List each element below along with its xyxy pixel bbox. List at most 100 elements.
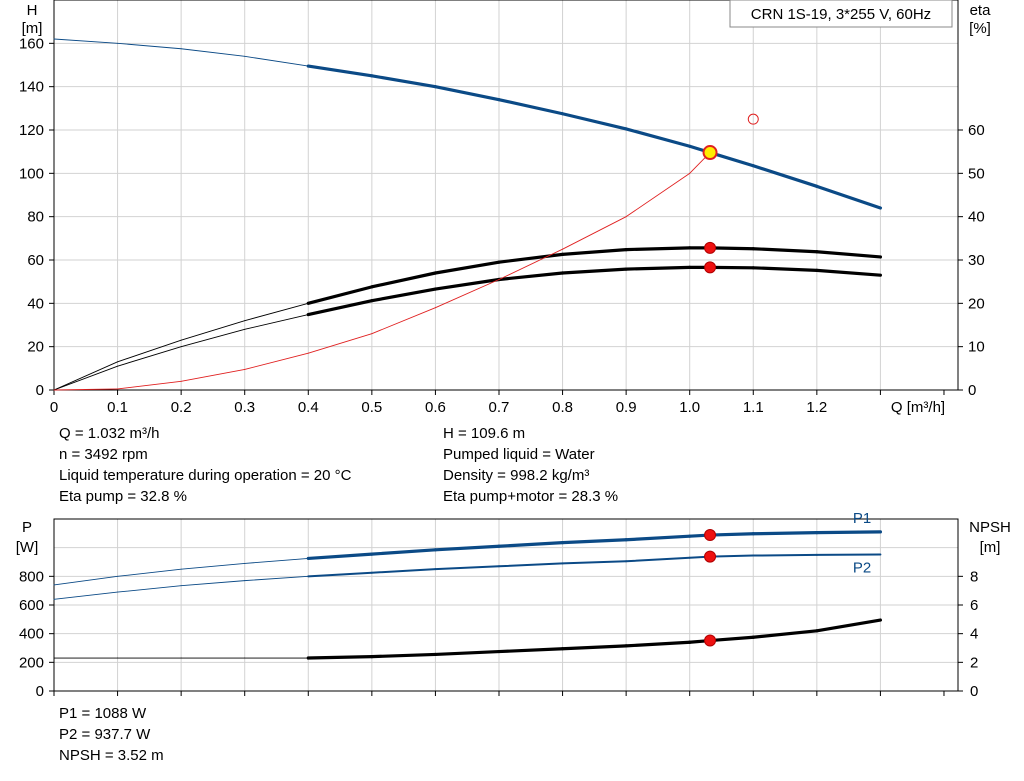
series-1-segment <box>433 260 501 275</box>
y-left-tick-label: 120 <box>19 122 44 139</box>
series-0-segment <box>560 112 628 131</box>
y-right-axis-unit: [m] <box>980 539 1001 556</box>
series-3-segment <box>434 279 500 309</box>
y-right-tick-label: 0 <box>968 382 976 399</box>
series-1-segment <box>117 339 182 363</box>
series-0-segment <box>708 532 755 537</box>
series-0-segment <box>624 127 692 148</box>
series-2-segment <box>433 277 501 291</box>
series-0-segment <box>497 541 565 548</box>
series-0-segment <box>560 538 628 545</box>
series-1-segment <box>624 246 692 252</box>
series-2-segment <box>117 346 182 367</box>
y-left-tick-label: 140 <box>19 79 44 96</box>
series-1-segment <box>709 554 755 558</box>
readout-eta-pump-motor: Eta pump+motor = 28.3 % <box>443 488 619 505</box>
y-right-tick-label: 40 <box>968 209 985 226</box>
y-right-tick-label: 0 <box>970 683 978 700</box>
series-1-segment <box>370 568 437 574</box>
series-2-segment <box>370 287 438 303</box>
p1-operating-point <box>704 529 717 542</box>
series-1-segment <box>625 556 691 563</box>
series-2-segment <box>306 654 374 660</box>
series-1-segment <box>307 571 373 578</box>
series-2-segment <box>560 644 628 651</box>
series-label-p2: P2 <box>853 560 871 577</box>
series-3-segment <box>498 248 564 280</box>
series-1-segment <box>497 562 564 568</box>
series-0-segment <box>180 562 246 570</box>
x-tick-label: 0 <box>50 399 58 416</box>
series-3-segment <box>562 216 627 250</box>
y-right-tick-label: 10 <box>968 339 985 356</box>
readout-head: H = 109.6 m <box>443 425 526 442</box>
series-2-segment <box>306 299 374 317</box>
series-0-segment <box>117 568 182 577</box>
y-left-axis-label: P <box>22 519 32 536</box>
series-2-segment <box>180 328 246 348</box>
readout-flow: Q = 1.032 m³/h <box>59 425 160 442</box>
readout-top-right: H = 109.6 m Pumped liquid = Water Densit… <box>443 423 618 507</box>
series-1-segment <box>370 271 438 289</box>
y-right-tick-label: 60 <box>968 122 985 139</box>
y-right-tick-label: 8 <box>970 568 978 585</box>
series-2-segment <box>244 314 309 330</box>
series-label-p1: P1 <box>853 510 871 527</box>
y-left-tick-label: 0 <box>36 382 44 399</box>
readout-top-left: Q = 1.032 m³/h n = 3492 rpm Liquid tempe… <box>59 423 351 507</box>
series-0-segment <box>117 42 182 50</box>
series-1-segment <box>560 248 628 256</box>
head-efficiency-plot: 0 0.1 0.2 0.3 0.4 0.5 0.6 0.7 0.8 0.9 1.0 1.1 1.2 Q [… <box>19 0 991 416</box>
series-2-segment <box>815 268 883 277</box>
readout-pumped-liquid: Pumped liquid = Water <box>443 446 595 463</box>
series-0-segment <box>751 531 819 536</box>
series-1-segment <box>752 553 818 557</box>
p2-operating-point <box>704 550 717 563</box>
x-tick-label: 0.5 <box>361 399 382 416</box>
series-2-segment <box>624 640 692 648</box>
series-1-segment <box>708 246 755 251</box>
series-1-segment <box>53 591 119 600</box>
series-1-segment <box>434 565 500 571</box>
series-2-segment <box>497 647 565 654</box>
y-right-axis-unit: [%] <box>969 20 991 37</box>
x-tick-label: 0.7 <box>489 399 510 416</box>
title-box <box>729 0 953 28</box>
x-tick-label: 0.4 <box>298 399 319 416</box>
series-2-segment <box>560 267 628 275</box>
y-left-axis-unit: [m] <box>22 20 43 37</box>
x-tick-label: 0.8 <box>552 399 573 416</box>
y-left-tick-label: 600 <box>19 597 44 614</box>
y-left-axis-unit: [W] <box>16 539 39 556</box>
secondary-point-marker <box>747 113 759 125</box>
series-0-segment <box>306 64 374 78</box>
series-3-segment <box>244 352 309 370</box>
readout-liquid-temperature: Liquid temperature during operation = 20… <box>59 467 352 484</box>
series-1-segment <box>751 247 819 254</box>
series-0-segment <box>433 85 501 102</box>
series-0-segment <box>815 184 883 210</box>
y-left-tick-label: 60 <box>27 252 44 269</box>
series-1-segment <box>117 585 182 593</box>
plot-frame <box>53 0 959 391</box>
series-3-segment <box>117 380 182 390</box>
x-tick-label: 0.3 <box>234 399 255 416</box>
series-2-segment <box>53 365 119 391</box>
series-1-segment <box>497 252 565 264</box>
series-0-segment <box>497 98 565 116</box>
series-1-segment <box>561 560 628 565</box>
x-tick-label: 1.1 <box>743 399 764 416</box>
y-left-tick-label: 800 <box>19 568 44 585</box>
series-0-segment <box>815 530 883 535</box>
readout-p1: P1 = 1088 W <box>59 705 147 722</box>
series-3-segment <box>53 388 119 391</box>
readout-p2: P2 = 937.7 W <box>59 726 151 743</box>
series-1-segment <box>815 250 883 259</box>
y-left-tick-label: 0 <box>36 683 44 700</box>
series-3-segment <box>307 333 373 354</box>
y-right-tick-label: 50 <box>968 165 985 182</box>
series-2-segment <box>751 266 819 272</box>
readout-density: Density = 998.2 kg/m³ <box>443 467 590 484</box>
series-0-segment <box>244 55 309 67</box>
x-tick-label: 0.1 <box>107 399 128 416</box>
